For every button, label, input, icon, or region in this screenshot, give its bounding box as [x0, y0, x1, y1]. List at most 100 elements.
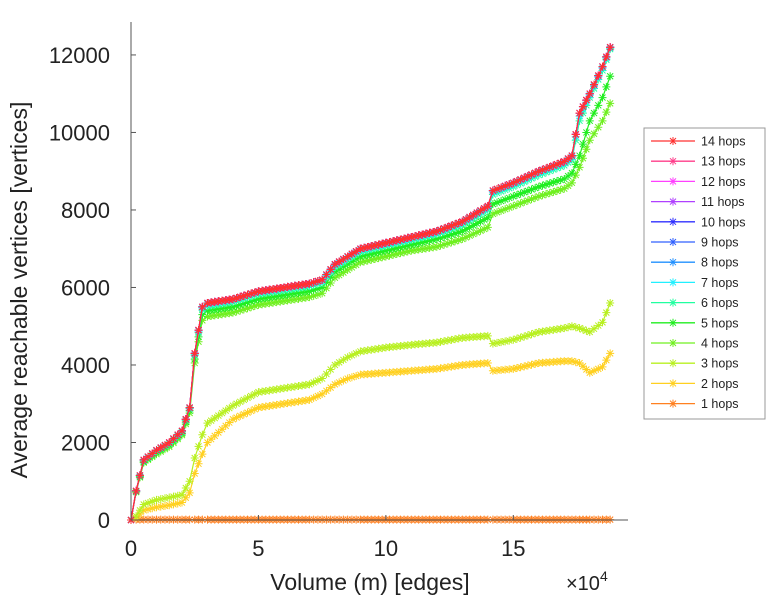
data-point-marker [414, 239, 423, 248]
data-point-marker [549, 178, 558, 187]
data-point-marker [396, 235, 405, 244]
data-point-marker [265, 293, 274, 302]
data-point-marker [254, 287, 263, 296]
data-point-marker [403, 247, 412, 256]
data-point-marker [520, 188, 529, 197]
data-point-marker [250, 296, 259, 305]
series-line [130, 46, 611, 521]
data-point-marker [250, 288, 259, 297]
y-tick-label: 10000 [49, 120, 110, 145]
data-point-marker [135, 506, 144, 515]
data-point-marker [598, 362, 607, 371]
data-point-marker [272, 400, 281, 409]
data-point-marker [236, 306, 245, 315]
data-point-marker [309, 278, 318, 287]
data-point-marker [254, 403, 263, 412]
data-point-marker [411, 240, 419, 249]
data-point-marker [396, 249, 405, 258]
data-point-marker [400, 242, 409, 251]
data-point-marker [309, 291, 318, 300]
data-point-marker [432, 235, 441, 244]
data-point-marker [343, 266, 352, 275]
data-point-marker [169, 492, 178, 501]
data-point-marker [265, 401, 274, 410]
data-point-marker [269, 401, 277, 410]
data-point-marker [447, 221, 456, 230]
data-point-marker [305, 395, 314, 404]
data-point-marker [516, 189, 525, 198]
data-point-marker [239, 395, 248, 404]
data-point-marker [318, 275, 327, 284]
data-point-marker [247, 406, 256, 415]
data-point-marker [512, 177, 521, 186]
data-point-marker [243, 393, 252, 402]
data-point-marker [156, 495, 165, 504]
data-point-marker [370, 345, 379, 354]
data-point-marker [214, 305, 223, 314]
data-point-marker [356, 252, 365, 261]
data-point-marker [210, 311, 219, 320]
data-point-marker [534, 167, 543, 176]
data-point-marker [214, 310, 223, 319]
data-point-marker [497, 183, 506, 192]
data-point-marker [414, 245, 423, 254]
data-point-marker [326, 365, 335, 374]
data-point-marker [279, 384, 288, 393]
data-point-marker [269, 292, 277, 301]
data-point-marker [443, 223, 452, 232]
data-point-marker [454, 228, 463, 237]
series-3-hops [127, 298, 615, 524]
data-point-marker [542, 326, 551, 335]
data-point-marker [590, 324, 599, 333]
data-point-marker [198, 302, 207, 311]
data-point-marker [283, 290, 292, 299]
y-tick-label: 4000 [61, 353, 110, 378]
data-point-marker [326, 383, 335, 392]
data-point-marker [218, 409, 227, 418]
data-point-marker [232, 293, 241, 302]
data-point-marker [298, 381, 307, 390]
data-point-marker [497, 338, 506, 347]
data-point-marker [436, 233, 445, 242]
data-point-marker [560, 174, 569, 183]
series-2-hops [127, 349, 615, 524]
data-point-marker [381, 238, 390, 247]
data-point-marker [429, 228, 438, 237]
data-point-marker [330, 267, 339, 276]
y-tick-label: 2000 [61, 430, 110, 455]
data-point-marker [400, 248, 409, 257]
data-point-marker [203, 419, 212, 428]
data-point-marker [190, 349, 199, 358]
data-point-marker [594, 321, 603, 330]
legend-marker-icon [669, 298, 677, 307]
data-point-marker [152, 503, 161, 512]
data-point-marker [590, 366, 599, 375]
data-point-marker [436, 225, 445, 234]
data-point-marker [352, 255, 361, 264]
data-point-marker [194, 337, 203, 346]
data-point-marker [447, 230, 456, 239]
data-point-marker [578, 325, 587, 334]
data-point-marker [207, 435, 216, 444]
data-point-marker [472, 219, 481, 228]
legend-item: 8 hops [651, 256, 739, 270]
series-line [130, 48, 611, 521]
data-point-marker [269, 385, 277, 394]
data-point-marker [545, 179, 554, 188]
data-point-marker [181, 415, 190, 424]
data-point-marker [236, 397, 245, 406]
data-point-marker [602, 82, 611, 91]
data-point-marker [381, 246, 390, 255]
data-point-marker [497, 197, 506, 206]
legend-marker-icon [669, 278, 677, 287]
legend-marker-icon [669, 359, 677, 368]
data-point-marker [272, 292, 281, 301]
series-line [130, 103, 611, 521]
data-point-marker [451, 220, 460, 229]
data-point-marker [218, 425, 227, 434]
data-point-marker [276, 284, 285, 293]
data-point-marker [139, 455, 148, 464]
data-point-marker [520, 332, 529, 341]
data-point-marker [443, 336, 452, 345]
data-point-marker [534, 328, 543, 337]
